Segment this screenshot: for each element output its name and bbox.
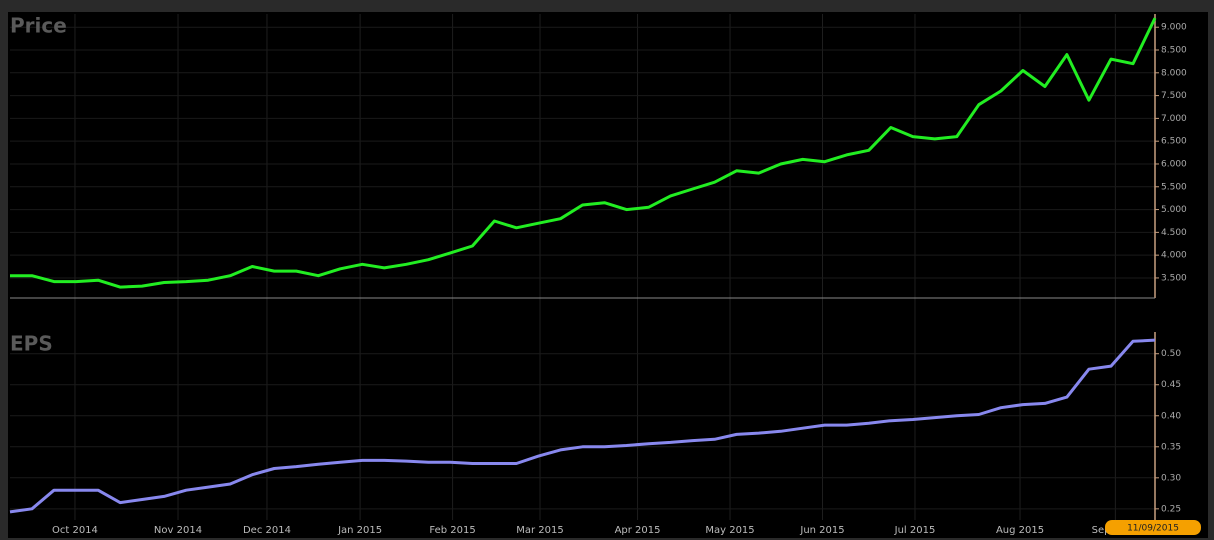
y-tick-label: 6.000 bbox=[1161, 159, 1187, 169]
plot-background bbox=[8, 12, 1208, 538]
series-line bbox=[10, 17, 1157, 289]
x-tick-label: Dec 2014 bbox=[243, 525, 291, 536]
y-tick-label: 0.50 bbox=[1161, 349, 1181, 359]
x-tick-label: Jun 2015 bbox=[799, 525, 844, 536]
y-tick-label: 0.30 bbox=[1161, 473, 1181, 483]
panel-title: Price bbox=[10, 14, 67, 38]
y-tick-label: 9.000 bbox=[1161, 23, 1187, 33]
cursor-label: 11/09/2015 bbox=[1127, 524, 1179, 534]
y-tick-label: 8.000 bbox=[1161, 68, 1187, 78]
y-tick-label: 0.25 bbox=[1161, 504, 1181, 514]
y-tick-label: 6.500 bbox=[1161, 137, 1187, 147]
series-line bbox=[9, 338, 1156, 514]
x-tick-label: Oct 2014 bbox=[52, 525, 98, 536]
y-tick-label: 0.35 bbox=[1161, 442, 1181, 452]
y-tick-label: 5.500 bbox=[1161, 182, 1187, 192]
y-tick-label: 7.000 bbox=[1161, 114, 1187, 124]
x-tick-label: Aug 2015 bbox=[996, 525, 1044, 536]
x-tick-label: Jan 2015 bbox=[337, 525, 382, 536]
x-tick-label: Nov 2014 bbox=[154, 525, 202, 536]
x-tick-label: May 2015 bbox=[705, 525, 754, 536]
panel-title: EPS bbox=[10, 332, 53, 356]
y-tick-label: 7.500 bbox=[1161, 91, 1187, 101]
y-tick-label: 4.500 bbox=[1161, 228, 1187, 238]
x-tick-label: Apr 2015 bbox=[615, 525, 661, 536]
y-tick-label: 4.000 bbox=[1161, 251, 1187, 261]
y-tick-label: 8.500 bbox=[1161, 46, 1187, 56]
y-tick-label: 0.45 bbox=[1161, 380, 1181, 390]
y-tick-label: 0.40 bbox=[1161, 411, 1181, 421]
x-tick-label: Mar 2015 bbox=[516, 525, 564, 536]
cursor-badge bbox=[1105, 520, 1201, 535]
y-tick-label: 5.000 bbox=[1161, 205, 1187, 215]
y-tick-label: 3.500 bbox=[1161, 273, 1187, 283]
x-tick-label: Jul 2015 bbox=[894, 525, 936, 536]
x-tick-label: Feb 2015 bbox=[429, 525, 475, 536]
